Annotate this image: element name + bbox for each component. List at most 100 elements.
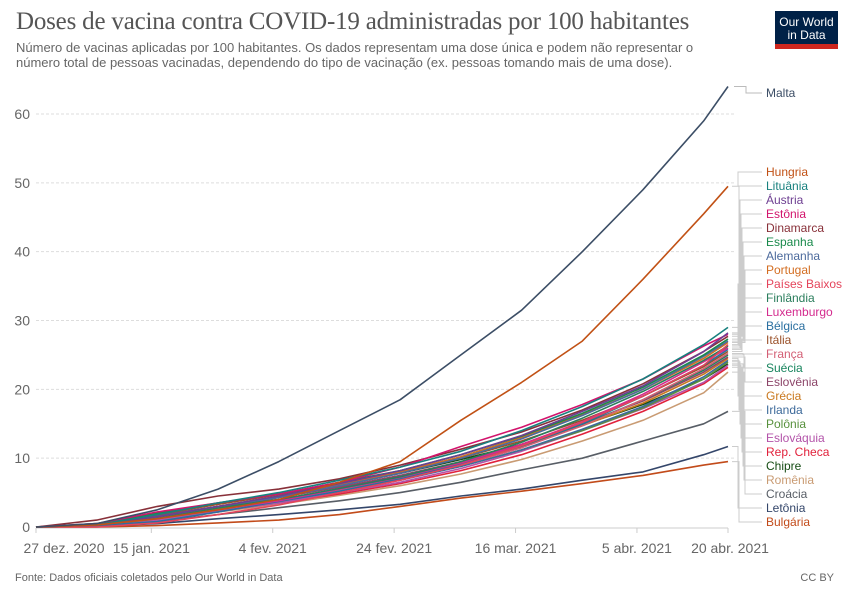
x-tick-label: 20 abr. 2021 [691,540,769,556]
legend-label-chipre[interactable]: Chipre [766,459,802,473]
legend-label-gr-cia[interactable]: Grécia [766,389,802,403]
legend-connector [732,283,762,346]
legend-label-it-lia[interactable]: Itália [766,333,792,347]
series-line-malta[interactable] [35,86,729,528]
legend-label-espanha[interactable]: Espanha [766,235,814,249]
legend-connectors [732,85,762,523]
x-tick-label: 4 fev. 2021 [239,540,307,556]
source-note[interactable]: Fonte: Dados oficiais coletados pelo Our… [15,572,283,584]
legend-connector [732,363,762,467]
series-line-b-lgica[interactable] [35,348,729,528]
chart-title: Doses de vacina contra COVID-19 administ… [16,8,690,35]
y-tick-label: 20 [14,381,30,397]
y-tick-label: 60 [14,106,30,122]
legend-label-malta[interactable]: Malta [766,86,796,100]
y-axis: 0 10 20 30 40 50 60 [14,106,30,535]
legend-connector [732,461,762,523]
series-line-finl-ndia[interactable] [35,345,729,528]
y-tick-label: 50 [14,175,30,191]
legend-label-eslov-nia[interactable]: Eslovênia [766,375,818,389]
x-tick-label: 5 abr. 2021 [602,540,672,556]
series-line-su-cia[interactable] [35,354,729,528]
legend-connector [732,213,762,335]
series-line-bulg-ria[interactable] [36,460,729,528]
series-line-portugal[interactable] [35,341,729,528]
series-line-alemanha[interactable] [35,340,729,528]
series-line-eslov-nia[interactable] [35,356,729,528]
series-line-est-nia[interactable] [35,333,729,528]
series-line-irlanda[interactable] [35,359,729,528]
series-lines [35,86,729,528]
legend-label-hungria[interactable]: Hungria [766,165,808,179]
series-line-luxemburgo[interactable] [35,347,729,528]
series-line-hungria[interactable] [35,185,729,528]
legend-connector [732,446,762,509]
legend-label-luxemburgo[interactable]: Luxemburgo [766,305,833,319]
legend-label--ustria[interactable]: Áustria [766,192,804,207]
logo-line-2: in Data [787,28,826,42]
legend-label-rom-nia[interactable]: Romênia [766,473,814,487]
legend-connector [732,366,762,453]
x-axis: 27 dez. 2020 15 jan. 2021 4 fev. 2021 24 fe… [24,527,769,556]
legend-connector [732,325,762,350]
legend-connector [732,199,762,334]
legend-label-fran-a[interactable]: França [766,347,804,361]
legend-connector [732,297,762,347]
y-tick-label: 0 [22,519,30,535]
gridlines [36,113,736,459]
license-link[interactable]: CC BY [800,572,834,584]
legend-label-pol-nia[interactable]: Polônia [766,417,806,431]
legend-label-rep-checa[interactable]: Rep. Checa [766,445,830,459]
legend-connector [732,339,762,352]
legend-connector [732,227,762,337]
legend-label-su-cia[interactable]: Suécia [766,361,803,375]
series-line--ustria[interactable] [35,332,729,528]
legend-label-pa-ses-baixos[interactable]: Países Baixos [766,277,842,291]
y-tick-label: 30 [14,313,30,329]
legend-label-cro-cia[interactable]: Croácia [766,487,808,501]
legend-connector [732,356,762,383]
series-line-fran-a[interactable] [35,352,729,528]
series-line-pa-ses-baixos[interactable] [36,343,729,528]
legend-label-bulg-ria[interactable]: Bulgária [766,515,810,529]
legend: Malta HungriaLituâniaÁustriaEstôniaDinama… [766,86,842,529]
x-tick-label: 24 fev. 2021 [356,540,432,556]
series-line-espanha[interactable] [35,338,729,528]
legend-connector [732,185,762,328]
legend-connector [734,85,762,94]
series-line-it-lia[interactable] [35,350,729,528]
legend-connector [732,171,762,187]
owid-logo[interactable]: Our World in Data [775,11,838,49]
series-line-gr-cia[interactable] [35,357,729,528]
legend-connector [732,357,762,397]
legend-label-dinamarca[interactable]: Dinamarca [766,221,824,235]
series-line-litu-nia[interactable] [35,326,729,528]
legend-connector [732,361,762,425]
legend-connector [732,269,762,343]
chart-subtitle: Número de vacinas aplicadas por 100 habi… [16,40,694,70]
x-tick-label: 15 jan. 2021 [113,540,190,556]
legend-label-litu-nia[interactable]: Lituânia [766,179,808,193]
legend-label-portugal[interactable]: Portugal [766,263,811,277]
legend-connector [732,410,762,495]
series-line-dinamarca[interactable] [35,335,729,528]
x-tick-label: 27 dez. 2020 [24,540,105,556]
y-tick-label: 10 [14,450,30,466]
legend-connector [732,353,762,355]
legend-connector [732,255,762,342]
legend-label-eslov-quia[interactable]: Eslováquia [766,431,825,445]
legend-connector [732,359,762,411]
x-tick-label: 16 mar. 2021 [475,540,557,556]
legend-connector [732,354,762,369]
legend-label-finl-ndia[interactable]: Finlândia [766,291,815,305]
legend-label-irlanda[interactable]: Irlanda [766,403,803,417]
legend-label-est-nia[interactable]: Estônia [766,207,806,221]
legend-connector [732,241,762,340]
legend-label-b-lgica[interactable]: Bélgica [766,319,806,333]
logo-line-1: Our World [779,15,834,29]
legend-connector [732,364,762,439]
legend-connector [732,311,762,349]
legend-label-let-nia[interactable]: Letônia [766,501,806,515]
legend-label-alemanha[interactable]: Alemanha [766,249,820,263]
